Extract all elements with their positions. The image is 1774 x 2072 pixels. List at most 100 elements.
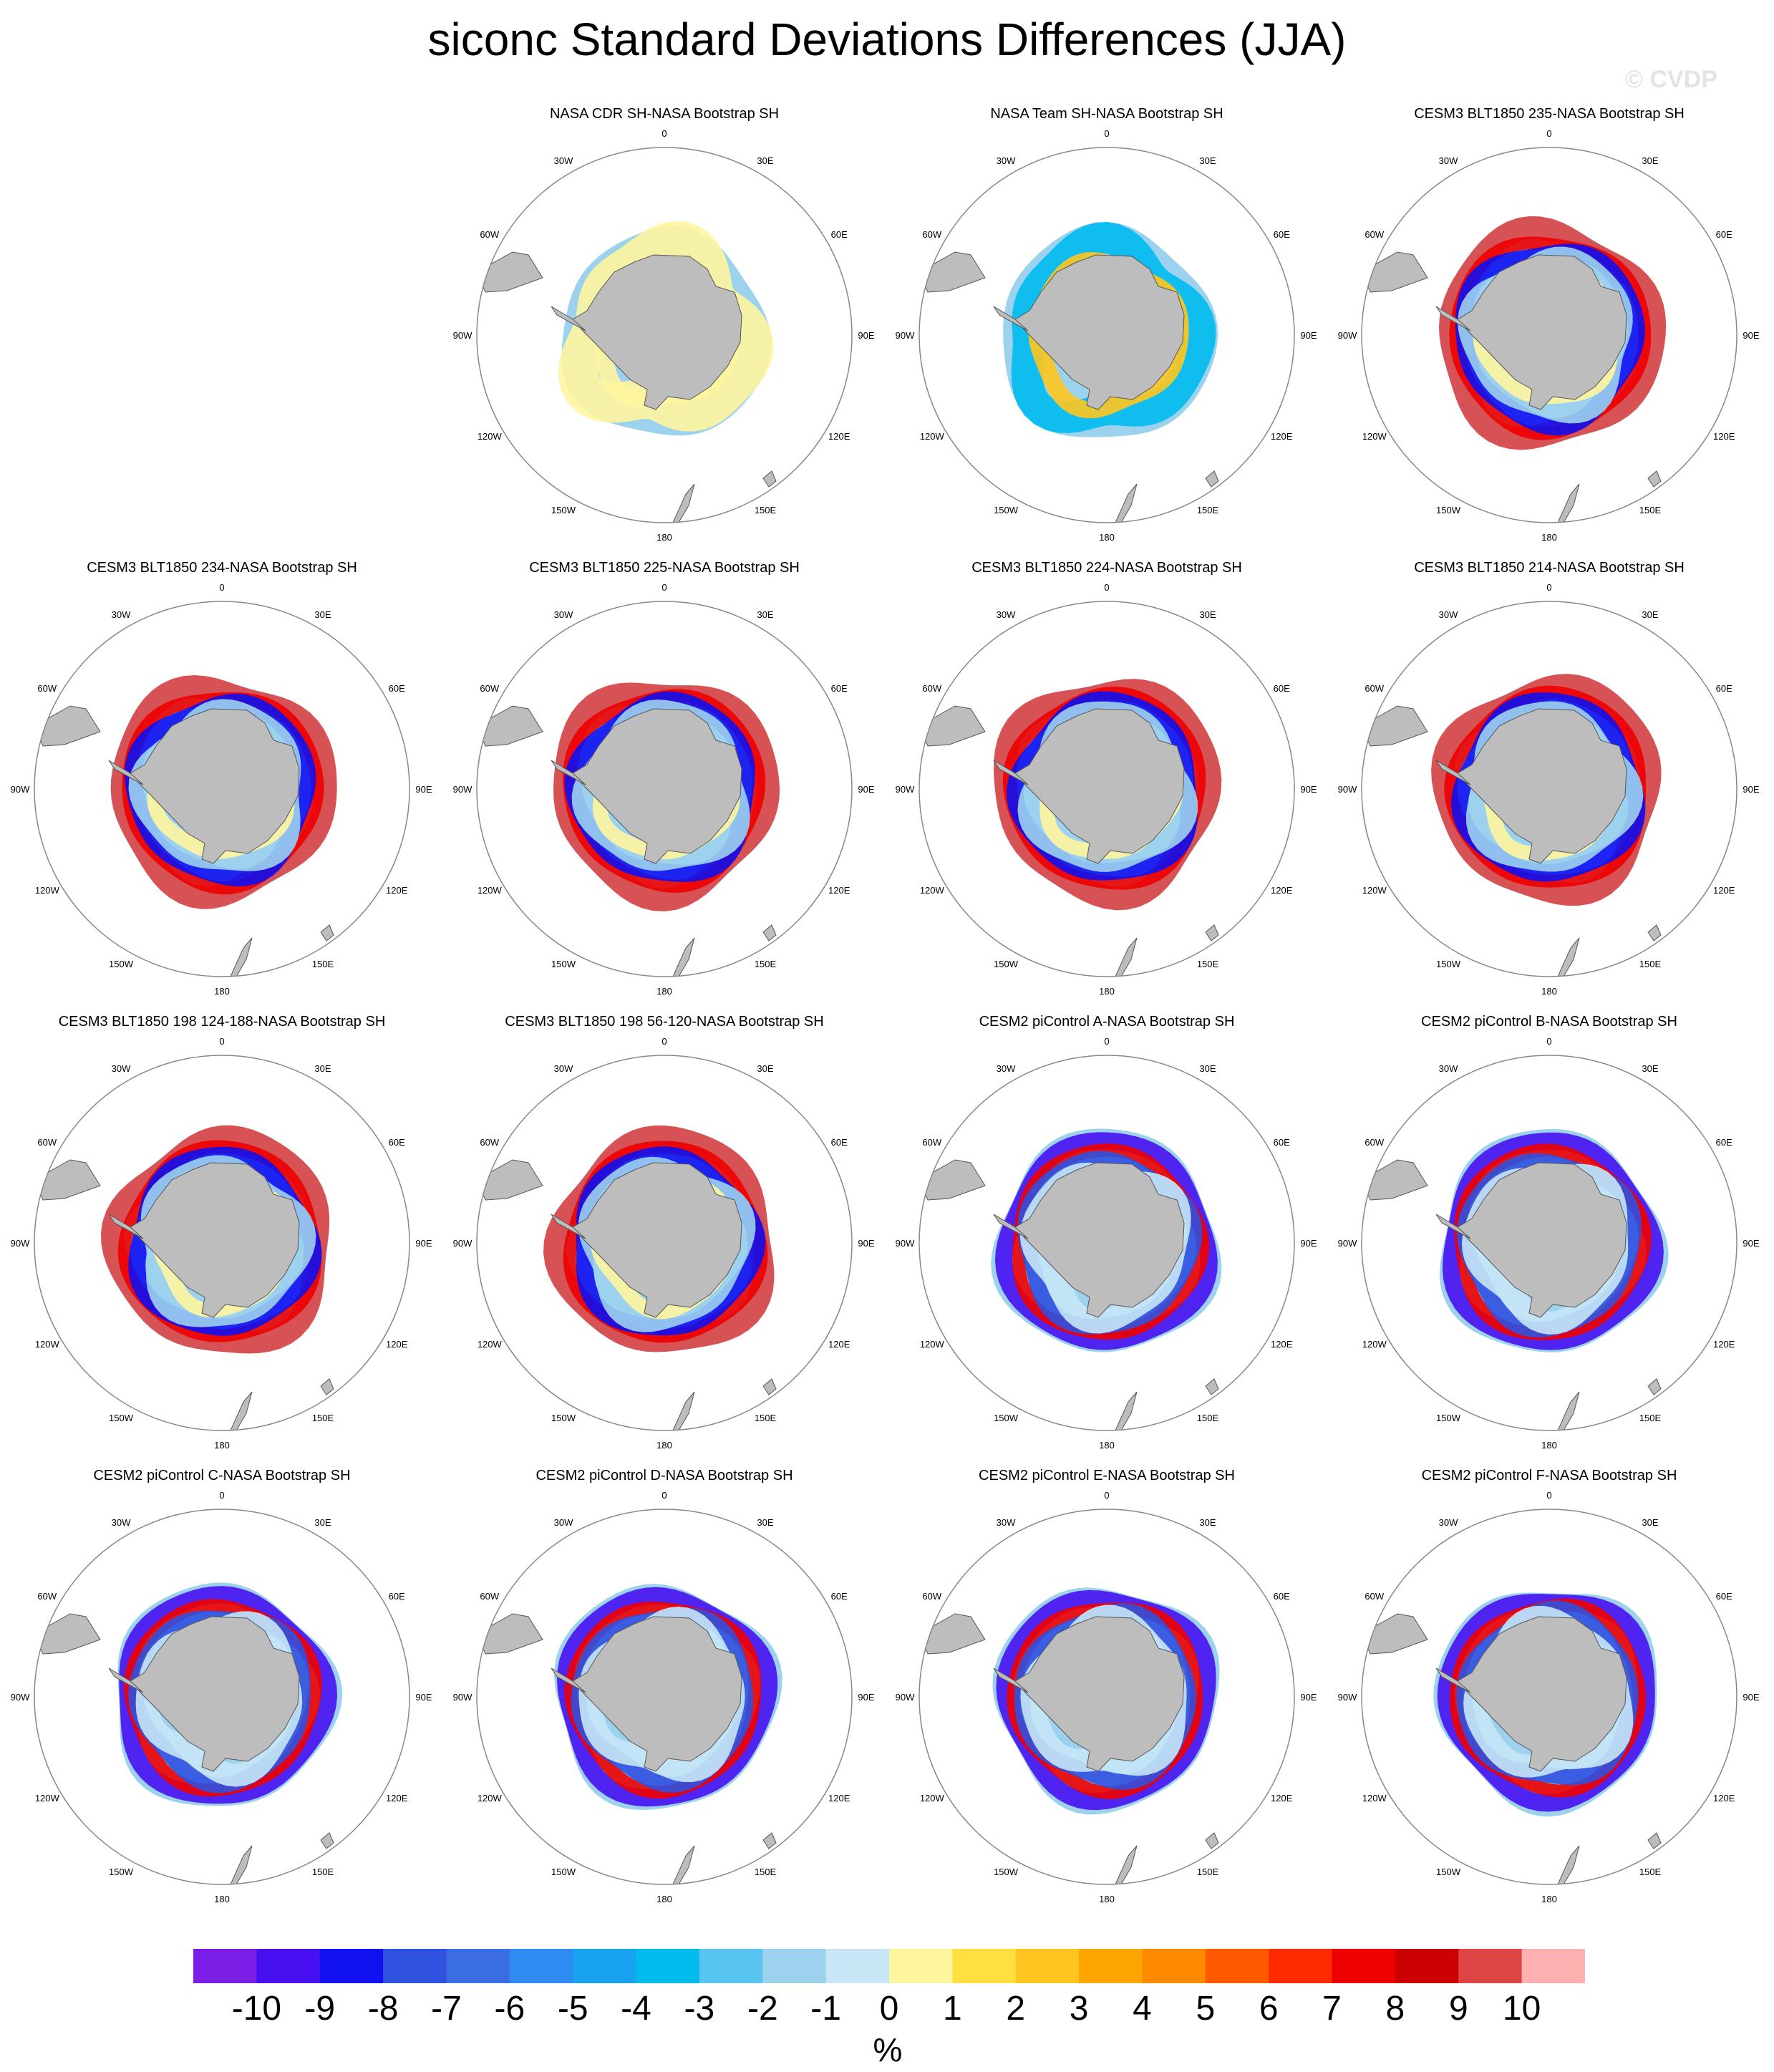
longitude-label: 30W [112, 1063, 131, 1074]
panel-title: CESM2 piControl B-NASA Bootstrap SH [1421, 1014, 1677, 1030]
colorbar-tick: 0 [879, 1990, 899, 2028]
colorbar-swatch [573, 1949, 637, 1983]
longitude-label: 120W [478, 1793, 503, 1804]
longitude-label: 0 [219, 582, 224, 593]
longitude-label: 180 [1099, 986, 1115, 997]
longitude-label: 30E [1199, 155, 1216, 166]
longitude-label: 30E [1199, 1517, 1216, 1528]
colorbar-tick: -10 [231, 1990, 282, 2028]
field-band [100, 1125, 330, 1354]
antarctica-landmass [572, 1162, 742, 1318]
longitude-label: 60E [831, 1591, 848, 1602]
tasmania-land [1647, 924, 1662, 941]
longitude-label: 120W [920, 1793, 945, 1804]
longitude-label: 30W [1439, 1517, 1458, 1528]
tasmania-land [762, 470, 777, 488]
longitude-label: 150W [1436, 959, 1461, 969]
longitude-label: 180 [656, 1440, 672, 1451]
colorbar-tick: -7 [431, 1990, 462, 2028]
new-zealand-land [230, 1845, 253, 1884]
polar-map: 0 30E 60E 90E 120E 150E 180 150W 120W 90W 60W 30W [896, 1490, 1317, 1904]
field-band [1442, 1132, 1664, 1350]
longitude-label: 30E [1199, 609, 1216, 620]
colorbar-tick: 10 [1502, 1990, 1541, 2028]
longitude-label: 60E [1716, 1137, 1732, 1148]
longitude-label: 90E [415, 1692, 432, 1703]
field-band [543, 1125, 775, 1352]
map-panel: CESM3 BLT1850 225-NASA Bootstrap SH 0 30E 6… [443, 560, 886, 1014]
colorbar-tick: -8 [367, 1990, 399, 2028]
polar-map: 0 30E 60E 90E 120E 150E 180 150W 120W 90W 60W 30W [1338, 582, 1760, 997]
antarctica-landmass [1014, 254, 1185, 410]
antarctic-peninsula [1435, 1214, 1471, 1239]
longitude-label: 90E [1743, 330, 1759, 341]
longitude-label: 90E [858, 784, 874, 795]
longitude-label: 60W [922, 229, 941, 240]
longitude-label: 90W [453, 330, 472, 341]
map-panel: CESM2 piControl A-NASA Bootstrap SH 0 30E 6… [886, 1014, 1328, 1468]
longitude-label: 120E [1271, 1793, 1293, 1804]
longitude-label: 90E [415, 1238, 432, 1249]
longitude-label: 150W [994, 1867, 1019, 1877]
map-panel: CESM3 BLT1850 224-NASA Bootstrap SH 0 30E 6… [886, 560, 1328, 1014]
map-panel: CESM3 BLT1850 198 124-188-NASA Bootstrap… [1, 1014, 443, 1468]
colorbar-tick: -6 [494, 1990, 525, 2028]
colorbar-tick: 7 [1322, 1990, 1342, 2028]
field-band [994, 1132, 1218, 1350]
longitude-label: 150E [1197, 1413, 1219, 1423]
longitude-label: 150E [755, 505, 777, 515]
longitude-label: 0 [219, 1036, 224, 1047]
polar-map: 0 30E 60E 90E 120E 150E 180 150W 120W 90W 60W 30W [11, 1490, 432, 1904]
panel-title: CESM2 piControl A-NASA Bootstrap SH [979, 1014, 1235, 1030]
longitude-label: 180 [1541, 532, 1557, 543]
polar-map: 0 30E 60E 90E 120E 150E 180 150W 120W 90W 60W 30W [1338, 1490, 1760, 1904]
map-boundary [34, 1055, 410, 1431]
field-band [1007, 691, 1198, 881]
panel-title: NASA CDR SH-NASA Bootstrap SH [549, 106, 780, 122]
longitude-label: 60W [1365, 1591, 1384, 1602]
longitude-label: 60E [389, 1137, 405, 1148]
tasmania-land [762, 1832, 777, 1849]
longitude-label: 120E [1271, 885, 1293, 896]
longitude-label: 60E [831, 229, 848, 240]
antarctica-landmass [1014, 1162, 1185, 1318]
polar-map: 0 30E 60E 90E 120E 150E 180 150W 120W 90W 60W 30W [453, 582, 875, 997]
longitude-label: 30E [314, 1517, 331, 1528]
antarctica-landmass [1457, 254, 1627, 410]
colorbar-swatch [383, 1949, 447, 1983]
longitude-label: 150W [109, 1867, 134, 1877]
antarctica-landmass [1457, 1616, 1627, 1772]
longitude-label: 150E [312, 1413, 334, 1423]
longitude-label: 30W [112, 609, 131, 620]
longitude-label: 150W [551, 1867, 576, 1877]
antarctica-landmass [572, 1616, 742, 1772]
antarctica-landmass [572, 708, 742, 864]
longitude-label: 30W [997, 155, 1016, 166]
south-america-land [34, 1613, 101, 1655]
antarctic-peninsula [551, 1667, 586, 1693]
panel-title: CESM2 piControl F-NASA Bootstrap SH [1421, 1468, 1677, 1483]
longitude-label: 150E [1639, 959, 1662, 969]
longitude-label: 60E [1274, 1137, 1290, 1148]
longitude-label: 90W [1338, 784, 1357, 795]
map-boundary [1361, 1055, 1737, 1431]
antarctica-landmass [130, 1616, 300, 1772]
antarctic-peninsula [993, 306, 1029, 331]
antarctic-peninsula [551, 760, 586, 785]
longitude-label: 150E [1197, 1867, 1219, 1877]
longitude-label: 90E [1300, 1692, 1317, 1703]
longitude-label: 90W [1338, 1692, 1357, 1703]
longitude-label: 120E [1271, 1339, 1293, 1350]
longitude-label: 30W [554, 1517, 573, 1528]
longitude-label: 60E [389, 683, 405, 694]
longitude-label: 30E [757, 1517, 773, 1528]
longitude-label: 0 [1546, 582, 1551, 593]
map-boundary [476, 601, 853, 977]
colorbar-tick: 3 [1069, 1990, 1089, 2028]
map-panel: NASA CDR SH-NASA Bootstrap SH 0 30E 60E 90E 1… [443, 106, 886, 560]
longitude-label: 30E [1642, 609, 1658, 620]
polar-map: 0 30E 60E 90E 120E 150E 180 150W 120W 90W 60W 30W [11, 582, 432, 997]
map-boundary [918, 601, 1295, 977]
south-america-land [1362, 705, 1428, 747]
longitude-label: 150W [994, 1413, 1019, 1423]
